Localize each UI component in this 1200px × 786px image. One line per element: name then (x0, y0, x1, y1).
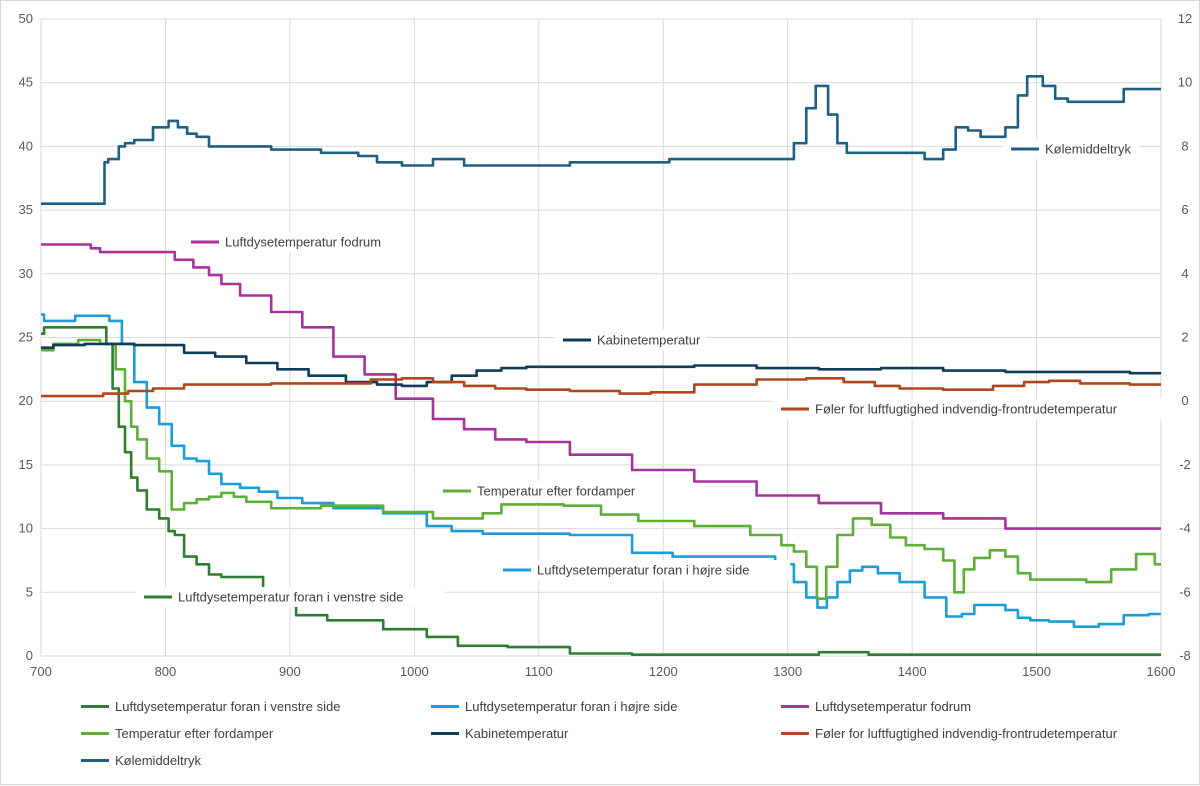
data-label: Luftdysetemperatur fodrum (225, 235, 381, 250)
x-tick-label: 800 (155, 664, 177, 679)
legend-swatch (781, 732, 809, 735)
legend-label: Temperatur efter fordamper (115, 726, 274, 741)
x-tick-label: 1300 (773, 664, 802, 679)
series-line-2 (41, 243, 1161, 530)
legend-item: Føler for luftfugtighed indvendig-frontr… (781, 726, 1117, 741)
data-label: Luftdysetemperatur foran i venstre side (178, 590, 403, 605)
legend-item: Kølemiddeltryk (81, 753, 201, 768)
series-line-3 (41, 338, 1161, 601)
data-label: Luftdysetemperatur foran i højre side (537, 563, 749, 578)
data-label-bg (555, 330, 706, 350)
data-label-bg (495, 560, 791, 580)
data-label-bg (136, 587, 446, 607)
legend-label: Luftdysetemperatur foran i højre side (465, 699, 678, 714)
legend-label: Luftdysetemperatur foran i venstre side (115, 699, 341, 714)
y-tick-label: 25 (19, 330, 33, 345)
data-label: Føler for luftfugtighed indvendig-frontr… (815, 402, 1118, 417)
legend-swatch (81, 759, 109, 762)
y2-tick-label: 0 (1181, 393, 1188, 408)
y-tick-label: 35 (19, 202, 33, 217)
y-tick-label: 50 (19, 11, 33, 26)
y2-tick-label: 6 (1181, 202, 1188, 217)
data-label-bg (435, 481, 655, 501)
series-line-1 (41, 313, 1161, 629)
y-tick-label: 10 (19, 521, 33, 536)
y2-tick-label: -2 (1179, 457, 1191, 472)
series-line-6 (41, 75, 1161, 205)
data-label-bg (773, 399, 1179, 419)
series-lines (41, 75, 1161, 657)
legend-label: Føler for luftfugtighed indvendig-frontr… (815, 726, 1118, 741)
series-line-5 (41, 376, 1161, 398)
y-tick-label: 20 (19, 393, 33, 408)
legend-swatch (81, 732, 109, 735)
legend-swatch (781, 705, 809, 708)
legend-label: Luftdysetemperatur fodrum (815, 699, 972, 714)
y2-tick-label: 4 (1181, 266, 1188, 281)
y2-tick-label: 2 (1181, 330, 1188, 345)
legend-swatch (431, 705, 459, 708)
axes: 0 5 10 15 20 25 30 35 40 45 50 -8 -6 -4 -2 0 2 4 6 8 10 12 700… (19, 11, 1193, 679)
y-tick-label: 30 (19, 266, 33, 281)
x-tick-label: 1600 (1147, 664, 1176, 679)
x-tick-label: 700 (30, 664, 52, 679)
data-label-bg (1003, 139, 1140, 159)
y-tick-label: 45 (19, 75, 33, 90)
y2-tick-label: 12 (1178, 11, 1192, 26)
y-tick-label: 0 (26, 648, 33, 663)
y-tick-label: 15 (19, 457, 33, 472)
y-tick-label: 40 (19, 138, 33, 153)
x-tick-label: 1200 (649, 664, 678, 679)
y2-tick-label: 8 (1181, 138, 1188, 153)
data-label: Kølemiddeltryk (1045, 142, 1131, 157)
legend-item: Luftdysetemperatur foran i venstre side (81, 699, 340, 714)
series-line-0 (41, 325, 1161, 657)
legend-label: Kølemiddeltryk (115, 753, 201, 768)
data-label: Temperatur efter fordamper (477, 484, 636, 499)
legend-item: Luftdysetemperatur foran i højre side (431, 699, 677, 714)
data-label: Kabinetemperatur (597, 333, 701, 348)
y2-tick-label: -8 (1179, 648, 1191, 663)
legend-swatch (431, 732, 459, 735)
x-tick-label: 1500 (1022, 664, 1051, 679)
data-labels: Kølemiddeltryk Luftdysetemperatur fodrum K… (136, 139, 1179, 607)
legend-item: Kabinetemperatur (431, 726, 568, 741)
x-tick-label: 1000 (400, 664, 429, 679)
y2-tick-label: -4 (1179, 521, 1191, 536)
x-tick-label: 1400 (898, 664, 927, 679)
data-label-bg (183, 232, 396, 252)
legend-label: Kabinetemperatur (465, 726, 569, 741)
x-tick-label: 1100 (525, 664, 553, 679)
y-tick-label: 5 (26, 584, 33, 599)
x-tick-label: 900 (279, 664, 301, 679)
y2-tick-label: -6 (1179, 584, 1191, 599)
legend-item: Luftdysetemperatur fodrum (781, 699, 971, 714)
series-line-4 (41, 342, 1161, 388)
y2-tick-label: 10 (1178, 75, 1192, 90)
legend-item: Temperatur efter fordamper (81, 726, 273, 741)
legend-swatch (81, 705, 109, 708)
